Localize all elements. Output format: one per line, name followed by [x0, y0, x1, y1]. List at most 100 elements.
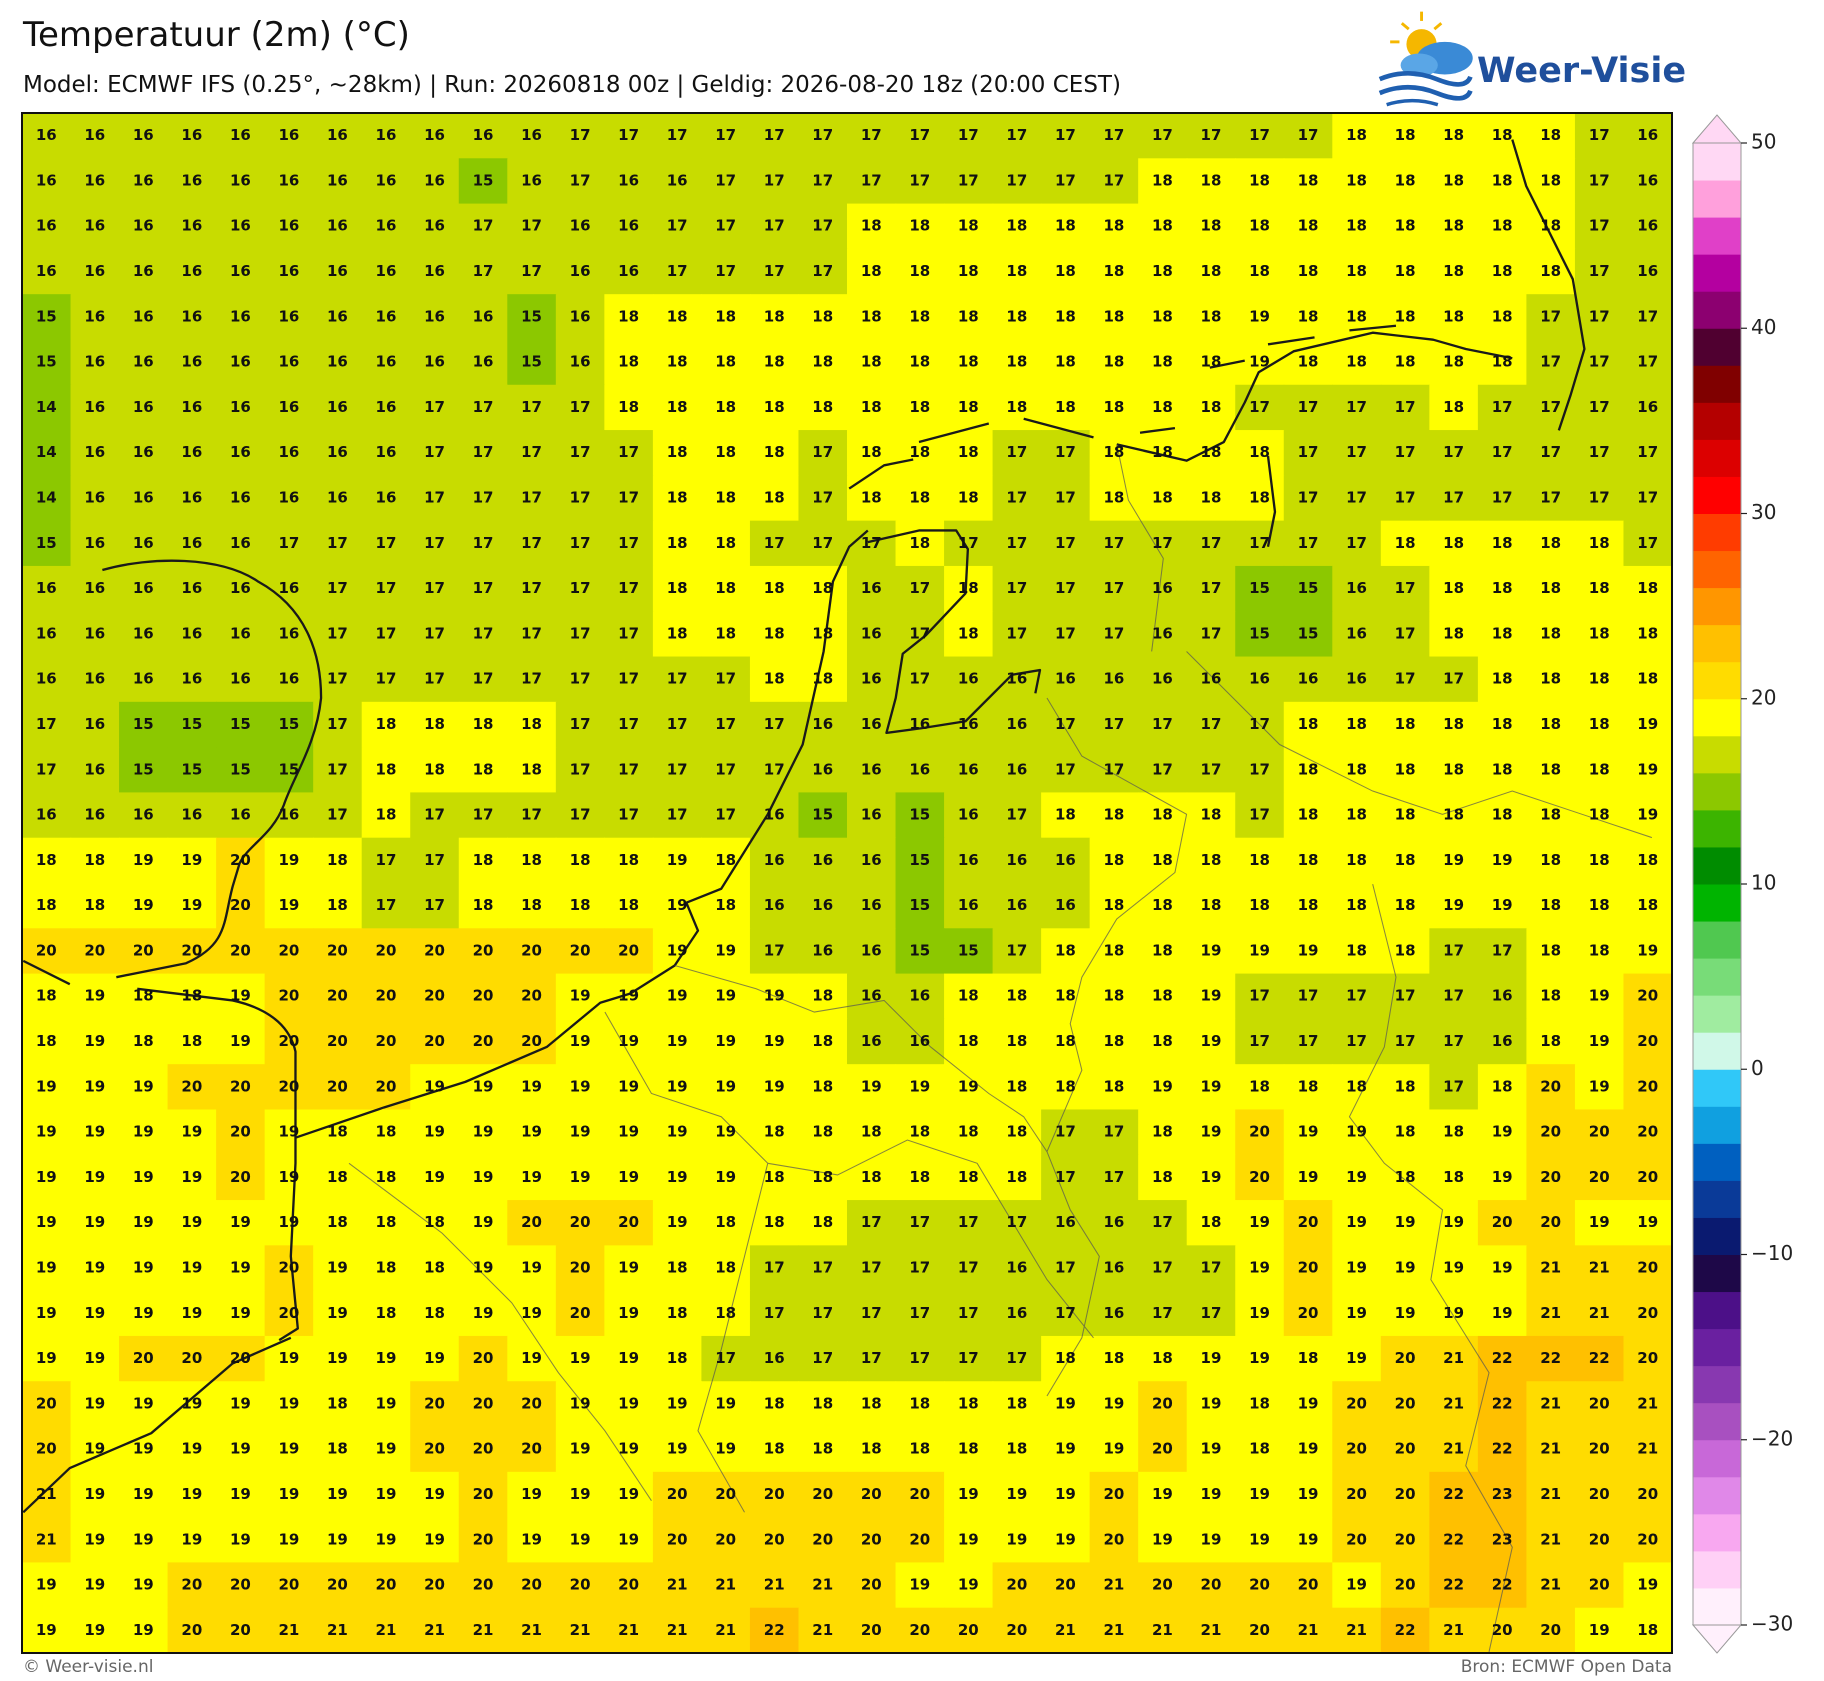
- temperature-label: 20: [1540, 1213, 1561, 1231]
- temperature-label: 17: [1055, 1304, 1076, 1322]
- temperature-cell: [216, 656, 266, 703]
- temperature-cell: [604, 565, 654, 612]
- temperature-label: 16: [181, 126, 202, 144]
- temperature-cell: [1574, 611, 1625, 658]
- temperature-label: 19: [1201, 1123, 1222, 1141]
- temperature-cell: [1380, 1517, 1430, 1564]
- temperature-cell: [1089, 1517, 1139, 1564]
- temperature-cell: [507, 248, 557, 295]
- temperature-cell: [652, 1290, 703, 1337]
- temperature-cell: [1574, 565, 1625, 612]
- temperature-label: 21: [36, 1530, 57, 1548]
- temperature-cell: [555, 1471, 605, 1518]
- temperature-cell: [1526, 565, 1576, 612]
- temperature-cell: [1526, 656, 1576, 703]
- temperature-cell: [216, 1200, 266, 1246]
- temperature-label: 20: [521, 1440, 542, 1458]
- temperature-cell: [652, 656, 703, 703]
- temperature-label: 18: [909, 1394, 930, 1412]
- temperature-label: 19: [473, 1077, 494, 1095]
- temperature-label: 19: [278, 1394, 299, 1412]
- temperature-label: 18: [861, 1394, 882, 1412]
- temperature-label: 19: [133, 1168, 154, 1186]
- temperature-cell: [1186, 1245, 1236, 1292]
- temperature-cell: [1429, 656, 1479, 703]
- temperature-cell: [1380, 973, 1430, 1020]
- temperature-cell: [749, 883, 800, 929]
- temperature-label: 18: [812, 398, 833, 416]
- temperature-cell: [361, 656, 411, 703]
- temperature-cell: [167, 113, 217, 159]
- temperature-label: 19: [667, 1077, 688, 1095]
- temperature-label: 18: [1055, 398, 1076, 416]
- temperature-cell: [604, 248, 654, 295]
- temperature-label: 17: [473, 624, 494, 642]
- temperature-label: 18: [1298, 217, 1319, 235]
- temperature-cell: [22, 883, 72, 929]
- temperature-cell: [555, 565, 605, 612]
- temperature-cell: [749, 1562, 800, 1609]
- temperature-label: 18: [1201, 851, 1222, 869]
- colorbar-level: [1693, 1217, 1741, 1255]
- temperature-label: 18: [1055, 307, 1076, 325]
- temperature-cell: [847, 792, 897, 839]
- temperature-cell: [1477, 973, 1528, 1020]
- colorbar-level: [1693, 180, 1741, 218]
- temperature-label: 19: [618, 1349, 639, 1367]
- temperature-label: 17: [1103, 534, 1124, 552]
- temperature-label: 19: [278, 1530, 299, 1548]
- temperature-label: 19: [133, 1394, 154, 1412]
- temperature-label: 17: [1055, 126, 1076, 144]
- temperature-label: 18: [1395, 262, 1416, 280]
- temperature-cell: [1574, 1018, 1625, 1065]
- temperature-cell: [22, 475, 72, 522]
- temperature-cell: [1089, 1154, 1139, 1201]
- temperature-label: 19: [36, 1168, 57, 1186]
- temperature-label: 18: [473, 715, 494, 733]
- temperature-label: 18: [1006, 262, 1027, 280]
- temperature-label: 15: [36, 353, 57, 371]
- temperature-cell: [1623, 1109, 1673, 1156]
- temperature-cell: [604, 973, 654, 1020]
- temperature-label: 16: [1637, 262, 1658, 280]
- temperature-cell: [1574, 520, 1625, 567]
- temperature-label: 17: [376, 534, 397, 552]
- temperature-cell: [1623, 883, 1673, 929]
- temperature-label: 20: [1540, 1621, 1561, 1639]
- temperature-cell: [507, 294, 557, 341]
- temperature-cell: [1283, 294, 1333, 341]
- temperature-cell: [313, 1471, 363, 1518]
- temperature-cell: [22, 611, 72, 658]
- temperature-label: 19: [84, 1259, 105, 1277]
- temperature-label: 20: [521, 941, 542, 959]
- temperature-label: 20: [424, 1576, 445, 1594]
- temperature-cell: [119, 1200, 169, 1246]
- temperature-cell: [604, 611, 654, 658]
- temperature-cell: [167, 747, 217, 794]
- temperature-cell: [119, 158, 169, 205]
- temperature-label: 19: [84, 987, 105, 1005]
- temperature-label: 17: [958, 1259, 979, 1277]
- temperature-cell: [1380, 747, 1430, 794]
- temperature-cell: [847, 1064, 897, 1111]
- temperature-label: 19: [715, 1168, 736, 1186]
- temperature-label: 17: [812, 489, 833, 507]
- temperature-cell: [1235, 565, 1285, 612]
- temperature-label: 20: [230, 896, 251, 914]
- temperature-cell: [701, 158, 751, 205]
- temperature-label: 20: [861, 1485, 882, 1503]
- temperature-label: 16: [133, 624, 154, 642]
- temperature-cell: [22, 747, 72, 794]
- temperature-cell: [944, 203, 994, 250]
- temperature-label: 16: [133, 534, 154, 552]
- temperature-cell: [167, 203, 217, 250]
- temperature-cell: [847, 1335, 897, 1382]
- temperature-label: 16: [812, 851, 833, 869]
- temperature-label: 19: [84, 1349, 105, 1367]
- temperature-cell: [1186, 1471, 1236, 1518]
- temperature-label: 17: [1055, 624, 1076, 642]
- temperature-cell: [1186, 158, 1236, 205]
- temperature-label: 20: [618, 1213, 639, 1231]
- temperature-cell: [1186, 1607, 1236, 1654]
- temperature-cell: [216, 1471, 266, 1518]
